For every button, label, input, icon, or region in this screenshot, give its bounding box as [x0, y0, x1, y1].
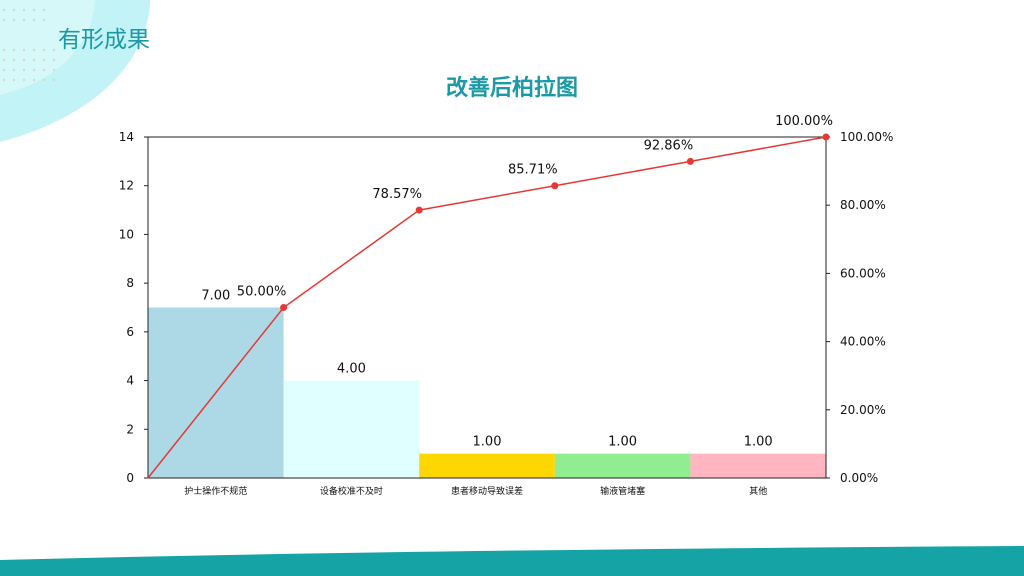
bar: [419, 453, 555, 478]
category-tick-label: 设备校准不及时: [320, 485, 383, 497]
right-tick-label: 40.00%: [840, 335, 886, 349]
left-tick-label: 14: [119, 130, 134, 144]
cumulative-percent-label: 100.00%: [775, 114, 833, 129]
right-tick-label: 60.00%: [840, 266, 886, 280]
chart-title: 改善后柏拉图: [445, 76, 578, 101]
right-tick-label: 20.00%: [840, 403, 886, 417]
cumulative-percent-label: 85.71%: [508, 163, 558, 178]
right-tick-label: 100.00%: [840, 130, 893, 144]
category-tick-label: 其他: [749, 485, 767, 497]
left-tick-label: 10: [119, 227, 134, 241]
left-tick-label: 2: [126, 422, 134, 436]
left-tick-label: 12: [119, 179, 134, 193]
cumulative-point: [551, 182, 559, 190]
bar-value-label: 7.00: [201, 289, 230, 304]
bar-value-label: 1.00: [473, 435, 502, 450]
category-tick-label: 护士操作不规范: [184, 485, 247, 497]
right-tick-label: 0.00%: [840, 471, 878, 485]
cumulative-point: [280, 304, 288, 311]
cumulative-percent-label: 50.00%: [237, 285, 287, 300]
cumulative-line: [147, 136, 827, 479]
left-tick-label: 8: [126, 276, 134, 290]
cumulative-percent-label: 92.86%: [644, 138, 694, 153]
bottom-band: [0, 546, 1024, 576]
right-tick-label: 80.00%: [840, 198, 886, 212]
left-tick-label: 0: [126, 471, 134, 485]
category-tick-label: 患者移动导致误差: [451, 485, 523, 497]
bar: [554, 453, 691, 478]
bar-value-label: 1.00: [608, 435, 637, 450]
category-tick-label: 输液管堵塞: [600, 485, 645, 497]
cumulative-point: [686, 157, 694, 165]
cumulative-point: [822, 133, 830, 141]
cumulative-point: [415, 206, 423, 214]
section-title: 有形成果: [58, 27, 150, 53]
left-tick-label: 4: [126, 374, 134, 388]
left-tick-label: 6: [126, 325, 134, 339]
bar-value-label: 1.00: [744, 435, 773, 450]
bar: [690, 453, 826, 478]
bar-value-label: 4.00: [337, 362, 366, 377]
corner-decoration: [0, 0, 150, 142]
bar: [283, 380, 420, 478]
cumulative-percent-label: 78.57%: [372, 187, 422, 202]
